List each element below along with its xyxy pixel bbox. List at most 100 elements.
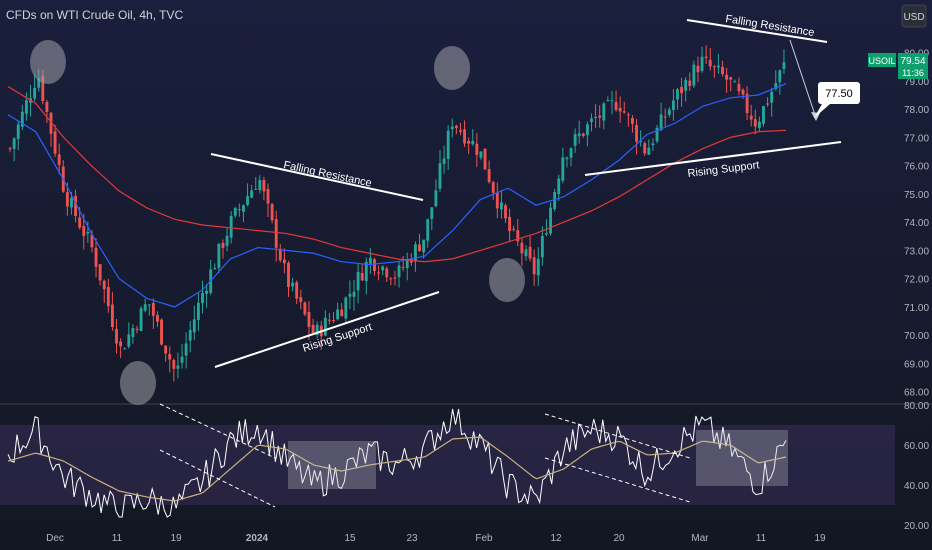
- price-axis-tick: 78.00: [904, 105, 929, 116]
- candle-body: [12, 138, 16, 149]
- candle-body: [172, 359, 176, 369]
- candle-body: [471, 140, 475, 145]
- candle-body: [508, 216, 512, 232]
- candle-body: [49, 112, 53, 134]
- candle-body: [524, 249, 528, 257]
- ma_slow-line: [7, 86, 787, 263]
- candle-body: [430, 207, 434, 219]
- candle-body: [467, 140, 471, 144]
- candle-body: [352, 291, 356, 297]
- candle-body: [45, 101, 49, 113]
- candle-body: [651, 143, 655, 146]
- swing-low-marker: [489, 258, 525, 302]
- candle-body: [86, 231, 90, 234]
- currency-button[interactable]: USD: [901, 4, 927, 28]
- candle-body: [770, 91, 774, 103]
- candle-body: [659, 114, 663, 131]
- candle-body: [323, 317, 327, 336]
- candle-body: [561, 157, 565, 181]
- candle-body: [90, 234, 94, 248]
- candle-body: [401, 267, 405, 269]
- target-callout: [818, 82, 860, 104]
- time-axis-tick: Dec: [46, 533, 64, 544]
- candle-body: [282, 259, 286, 264]
- candle-body: [721, 67, 724, 75]
- candle-body: [201, 293, 204, 304]
- candle-body: [221, 242, 225, 249]
- chart-title: CFDs on WTI Crude Oil, 4h, TVC: [6, 8, 183, 22]
- candle-body: [528, 246, 532, 259]
- candle-body: [446, 130, 450, 159]
- candle-body: [540, 235, 544, 258]
- candle-body: [254, 188, 258, 190]
- candle-body: [741, 89, 745, 95]
- symbol-tag: [868, 53, 896, 67]
- candle-body: [475, 143, 479, 155]
- candle-body: [131, 328, 135, 337]
- candle-body: [373, 259, 376, 272]
- price-pane: [7, 45, 787, 382]
- rsi-axis-tick: 20.00: [904, 521, 929, 532]
- candle-body: [684, 79, 688, 91]
- time-axis-tick: 11: [756, 533, 767, 544]
- candle-body: [450, 126, 454, 130]
- price-badge: USOIL 79.54 11:36: [868, 53, 928, 79]
- candle-body: [115, 328, 118, 344]
- candle-body: [168, 354, 172, 360]
- candle-body: [553, 192, 557, 210]
- candle-body: [438, 163, 442, 189]
- candle-body: [274, 219, 278, 248]
- candle-body: [442, 158, 446, 164]
- candle-body: [291, 282, 295, 287]
- candle-body: [557, 178, 561, 194]
- candle-body: [78, 217, 82, 228]
- candle-body: [733, 81, 737, 83]
- candle-body: [156, 314, 159, 322]
- time-axis-tick: 20: [613, 533, 625, 544]
- candle-body: [360, 273, 364, 281]
- candle-body: [717, 65, 720, 68]
- candle-body: [237, 209, 241, 211]
- candle-body: [680, 86, 684, 94]
- candle-body: [422, 239, 426, 253]
- candle-body: [499, 202, 503, 210]
- candle-body: [774, 83, 778, 89]
- candle-body: [413, 244, 417, 262]
- rsi-consolidation-box: [696, 430, 788, 486]
- candle-body: [712, 66, 716, 68]
- swing-high-marker: [30, 40, 66, 84]
- candle-body: [536, 258, 540, 276]
- price-axis-tick: 69.00: [904, 359, 929, 370]
- pane-divider[interactable]: [0, 403, 932, 405]
- candle-body: [160, 319, 163, 345]
- axes: 68.00 69.00 70.00 71.00 72.00 73.00 74.00 75.00…: [0, 49, 932, 544]
- candle-body: [348, 293, 352, 297]
- candle-body: [393, 277, 397, 279]
- candle-body: [479, 151, 483, 158]
- candle-body: [70, 197, 73, 208]
- candle-body: [782, 62, 786, 69]
- candle-body: [676, 89, 679, 100]
- price-axis-tick: 72.00: [904, 275, 929, 286]
- candle-body: [549, 207, 552, 234]
- candle-body: [635, 124, 638, 142]
- rsi-channel-line: [544, 457, 691, 503]
- candle-body: [94, 247, 98, 267]
- candle-body: [610, 100, 614, 102]
- candle-body: [749, 115, 753, 120]
- candle-body: [688, 80, 692, 87]
- candle-body: [504, 205, 507, 219]
- candle-body: [581, 133, 585, 137]
- candle-body: [577, 133, 581, 137]
- candle-body: [565, 157, 569, 160]
- candle-body: [262, 180, 266, 192]
- candle-body: [328, 319, 331, 321]
- candle-body: [766, 103, 770, 105]
- candle-body: [192, 319, 196, 333]
- candle-body: [671, 100, 675, 110]
- price-axis-tick: 71.00: [904, 303, 929, 314]
- time-axis-tick: 19: [170, 533, 182, 544]
- candle-body: [250, 190, 254, 198]
- candle-body: [454, 125, 458, 128]
- candle-body: [700, 56, 704, 71]
